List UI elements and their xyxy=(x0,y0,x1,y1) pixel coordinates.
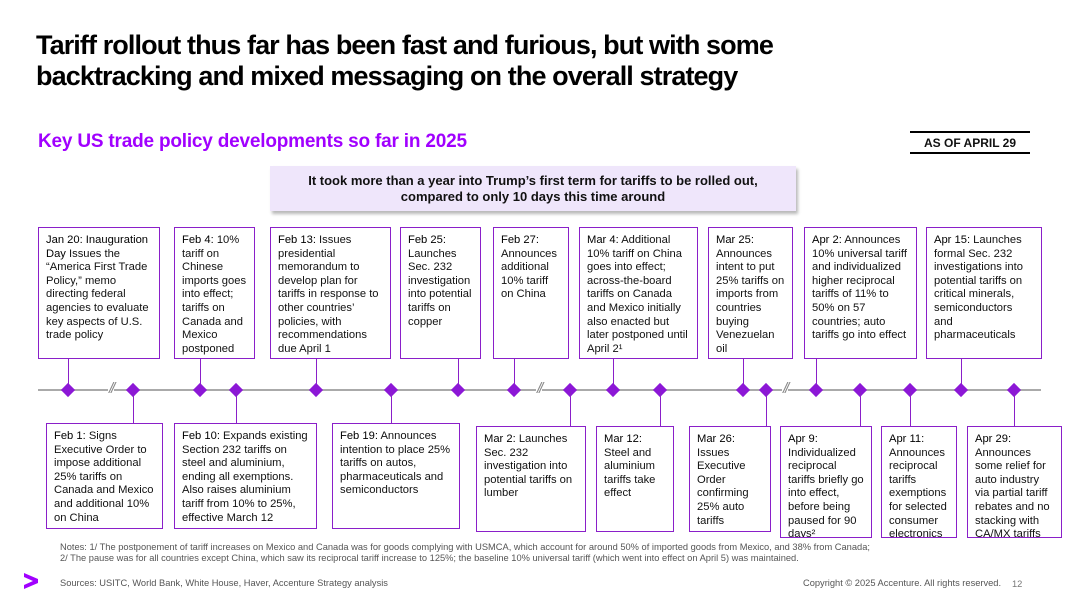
event-date: Feb 4: xyxy=(182,234,214,246)
event-date: Mar 26: xyxy=(697,433,735,445)
timeline-marker xyxy=(506,382,522,398)
event-text: Issues presidential memorandum to develo… xyxy=(278,234,379,355)
copyright: Copyright © 2025 Accenture. All rights r… xyxy=(803,578,1002,588)
callout-line-1: It took more than a year into Trump’s fi… xyxy=(308,172,758,188)
event-date: Apr 29: xyxy=(975,433,1012,445)
timeline-event-feb-19: Feb 19: Announces intention to place 25%… xyxy=(332,423,460,529)
event-text: Issues the “America First Trade Policy,”… xyxy=(46,247,149,342)
timeline-break-mark: // xyxy=(782,380,789,397)
timeline-event-mar-25: Mar 25: Announces intent to put 25% tari… xyxy=(708,227,793,359)
event-text: Expands existing Section 232 tariffs on … xyxy=(182,430,308,524)
event-text: 10% tariff on Chinese imports goes into … xyxy=(182,234,247,355)
event-text: Steel and aluminium tariffs take effect xyxy=(604,446,656,500)
event-date: Feb 27: xyxy=(501,234,539,246)
page-title: Tariff rollout thus far has been fast an… xyxy=(36,30,1036,92)
timeline-marker xyxy=(808,382,824,398)
event-connector xyxy=(236,391,237,423)
event-text: Announces additional 10% tariff on China xyxy=(501,247,557,301)
event-date: Feb 25: xyxy=(408,234,446,246)
event-text: Launches Sec. 232 investigation into pot… xyxy=(484,433,573,500)
event-date: Jan 20: Inauguration Day xyxy=(46,234,149,260)
timeline-marker xyxy=(192,382,208,398)
event-text: Announces 10% universal tariff and indiv… xyxy=(812,234,907,342)
event-connector xyxy=(458,359,459,389)
timeline-event-mar-12: Mar 12: Steel and aluminium tariffs take… xyxy=(596,426,674,532)
event-connector xyxy=(766,391,767,426)
event-date: Apr 2: xyxy=(812,234,842,246)
page-title-line-2: backtracking and mixed messaging on the … xyxy=(36,61,738,91)
timeline-event-feb-4: Feb 4: 10% tariff on Chinese imports goe… xyxy=(174,227,255,359)
event-connector xyxy=(860,391,861,426)
timeline-event-feb-1: Feb 1: Signs Executive Order to impose a… xyxy=(46,423,163,529)
timeline-marker xyxy=(450,382,466,398)
accenture-greater-than-icon xyxy=(24,573,38,589)
event-connector xyxy=(660,391,661,426)
event-text: Additional 10% tariff on China goes into… xyxy=(587,234,688,355)
event-text: Announces reciprocal tariffs exemptions … xyxy=(889,446,947,538)
footnotes: Notes: 1/ The postponement of tariff inc… xyxy=(60,542,870,563)
timeline-marker xyxy=(60,382,76,398)
event-date: Apr 9: xyxy=(788,433,818,445)
timeline-marker xyxy=(605,382,621,398)
timeline-event-feb-25: Feb 25: Launches Sec. 232 investigation … xyxy=(400,227,481,359)
timeline-event-apr-15: Apr 15: Launches formal Sec. 232 investi… xyxy=(926,227,1042,359)
event-date: Apr 11: xyxy=(889,433,925,445)
event-connector xyxy=(743,359,744,389)
event-date: Apr 15: xyxy=(934,234,971,246)
event-connector xyxy=(816,359,817,389)
event-connector xyxy=(570,391,571,426)
event-connector xyxy=(316,359,317,389)
event-date: Mar 2: xyxy=(484,433,516,445)
as-of-label: AS OF APRIL 29 xyxy=(910,131,1030,154)
event-text: Announces some relief for auto industry … xyxy=(975,446,1050,538)
timeline-break-mark: // xyxy=(108,380,115,397)
event-date: Mar 12: xyxy=(604,433,642,445)
event-date: Feb 13: xyxy=(278,234,316,246)
event-connector xyxy=(200,359,201,389)
event-connector xyxy=(961,359,962,389)
callout-line-2: compared to only 10 days this time aroun… xyxy=(400,188,666,204)
timeline-event-feb-13: Feb 13: Issues presidential memorandum t… xyxy=(270,227,391,359)
event-connector xyxy=(613,359,614,389)
event-text: Announces intent to put 25% tariffs on i… xyxy=(716,247,785,355)
event-text: Launches formal Sec. 232 investigations … xyxy=(934,234,1023,342)
event-text: Issues Executive Order confirming 25% au… xyxy=(697,446,749,527)
page-number: 12 xyxy=(1012,579,1023,589)
event-text: Signs Executive Order to impose addition… xyxy=(54,430,154,524)
event-connector xyxy=(133,391,134,423)
timeline-event-apr-11: Apr 11: Announces reciprocal tariffs exe… xyxy=(881,426,957,538)
callout-box: It took more than a year into Trump’s fi… xyxy=(270,166,796,211)
timeline-event-jan-20: Jan 20: Inauguration Day Issues the “Ame… xyxy=(38,227,160,359)
timeline-break-mark: // xyxy=(536,380,543,397)
timeline-event-feb-10: Feb 10: Expands existing Section 232 tar… xyxy=(174,423,317,529)
timeline-event-feb-27: Feb 27: Announces additional 10% tariff … xyxy=(493,227,569,359)
event-connector xyxy=(391,391,392,423)
timeline-event-apr-9: Apr 9: Individualized reciprocal tariffs… xyxy=(780,426,872,538)
timeline-event-mar-4: Mar 4: Additional 10% tariff on China go… xyxy=(579,227,698,359)
event-connector xyxy=(514,359,515,389)
event-text: Announces intention to place 25% tariffs… xyxy=(340,430,451,497)
sources: Sources: USITC, World Bank, White House,… xyxy=(60,578,388,588)
timeline-event-apr-2: Apr 2: Announces 10% universal tariff an… xyxy=(804,227,917,359)
event-date: Feb 19: xyxy=(340,430,378,442)
event-connector xyxy=(910,391,911,426)
page-title-line-1: Tariff rollout thus far has been fast an… xyxy=(36,30,774,60)
event-connector xyxy=(1014,391,1015,426)
event-date: Feb 1: xyxy=(54,430,86,442)
timeline-marker xyxy=(735,382,751,398)
event-text: Individualized reciprocal tariffs briefl… xyxy=(788,446,864,538)
event-connector xyxy=(68,359,69,389)
event-date: Mar 4: xyxy=(587,234,619,246)
event-text: Launches Sec. 232 investigation into pot… xyxy=(408,247,472,328)
timeline-event-mar-2: Mar 2: Launches Sec. 232 investigation i… xyxy=(476,426,586,532)
timeline-marker xyxy=(308,382,324,398)
timeline-event-apr-29: Apr 29: Announces some relief for auto i… xyxy=(967,426,1062,538)
timeline-event-mar-26: Mar 26: Issues Executive Order confirmin… xyxy=(689,426,771,532)
event-date: Feb 10: xyxy=(182,430,220,442)
timeline-marker xyxy=(953,382,969,398)
event-date: Mar 25: xyxy=(716,234,754,246)
section-subtitle: Key US trade policy developments so far … xyxy=(38,131,467,152)
